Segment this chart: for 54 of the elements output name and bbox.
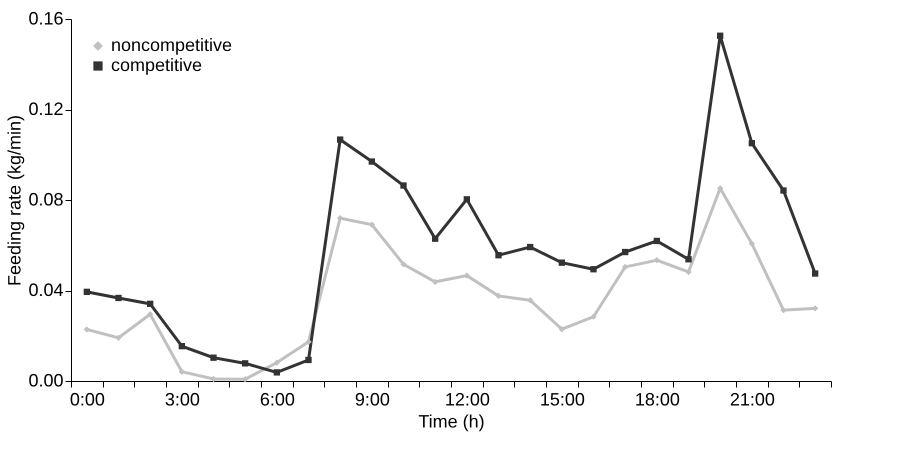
point	[685, 268, 692, 276]
point	[558, 260, 565, 266]
x-tick-label: 3:00	[164, 390, 200, 410]
x-tick-label: 21:00	[730, 390, 775, 410]
x-tick-label: 9:00	[354, 390, 390, 410]
point	[305, 356, 312, 364]
x-tick-label: 15:00	[540, 390, 585, 410]
x-tick-label: 18:00	[634, 390, 680, 410]
point	[622, 264, 628, 270]
point	[242, 360, 248, 367]
point	[685, 256, 692, 262]
point	[84, 288, 90, 296]
y-tick-label: 0.16	[28, 8, 64, 28]
point	[812, 270, 818, 277]
x-tick-label: 0:00	[70, 390, 105, 410]
point	[748, 140, 755, 146]
x-tick-label: 6:00	[260, 390, 295, 410]
point	[432, 236, 438, 242]
point	[210, 354, 217, 361]
point	[115, 294, 122, 302]
point	[147, 300, 154, 308]
point	[400, 261, 407, 268]
point	[84, 326, 90, 333]
point	[558, 326, 565, 332]
point	[368, 158, 375, 165]
point	[464, 272, 470, 279]
point	[654, 238, 660, 244]
point	[432, 278, 438, 286]
x-tick-label: 12:00	[444, 390, 490, 410]
y-axis-title: Feeding rate (kg/min)	[4, 114, 24, 286]
point	[590, 266, 597, 272]
y-tick-label: 0.00	[28, 370, 64, 390]
y-tick-label: 0.08	[28, 190, 64, 210]
legend-label: noncompetitive	[111, 35, 232, 55]
point	[178, 342, 185, 350]
point	[274, 369, 280, 376]
point	[717, 32, 724, 39]
point	[495, 252, 502, 258]
legend-label: competitive	[111, 55, 202, 75]
point	[590, 314, 597, 320]
y-tick-label: 0.12	[28, 99, 64, 119]
point	[337, 136, 344, 143]
point	[780, 187, 787, 194]
point	[527, 244, 534, 250]
point	[400, 182, 407, 189]
point	[464, 196, 470, 202]
point	[622, 248, 628, 256]
point	[274, 360, 280, 366]
y-tick-label: 0.04	[28, 280, 64, 300]
x-axis-title: Time (h)	[418, 412, 485, 432]
point	[748, 240, 755, 247]
point	[115, 334, 122, 341]
point	[305, 338, 312, 346]
point	[147, 311, 154, 318]
